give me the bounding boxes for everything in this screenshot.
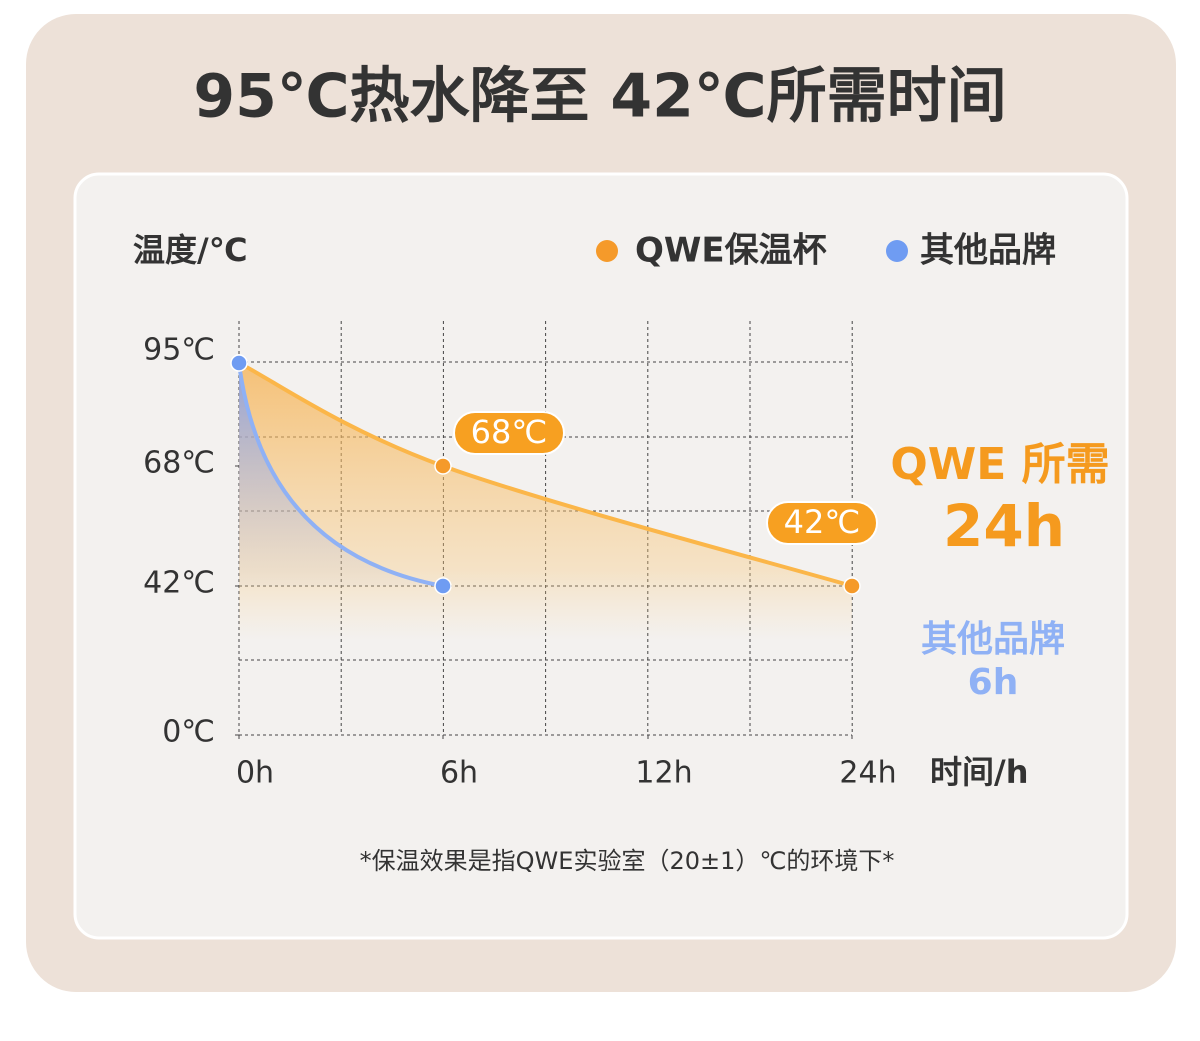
x-tick-label: 12h [635,756,692,791]
value-label: 42℃ [784,503,861,541]
annotation: QWE 所需 [890,439,1109,490]
legend-label: QWE保温杯 [635,231,827,271]
title: 95℃热水降至 42℃所需时间 [193,62,1006,132]
y-tick-label: 0℃ [162,715,215,750]
area [239,363,443,586]
footnote: *保温效果是指QWE实验室（20±1）℃的环境下* [360,847,895,875]
x-tick-label: 24h [839,756,896,791]
point [843,577,861,595]
point [434,577,452,595]
legend-marker [596,240,618,262]
legend-marker [886,240,908,262]
legend-label: 其他品牌 [920,231,1056,271]
y-axis-label: 温度/℃ [133,231,247,269]
x-tick-label: 0h [236,756,274,791]
line [237,362,444,588]
annotation: 6h [968,662,1019,703]
annotation: 其他品牌 [921,619,1065,660]
line [238,361,853,588]
value-label: 68℃ [471,413,548,451]
value-label-bg [453,411,565,455]
y-tick-label: 42℃ [143,566,215,601]
annotation: 24h [943,492,1065,560]
plot: 68℃ 42℃ [230,354,878,640]
y-tick-label: 68℃ [143,446,215,481]
y-tick-label: 95℃ [143,333,215,368]
point [230,354,248,372]
x-axis-label: 时间/h [930,753,1028,791]
x-tick-label: 6h [440,756,478,791]
point [434,457,452,475]
value-label-bg [766,501,878,545]
